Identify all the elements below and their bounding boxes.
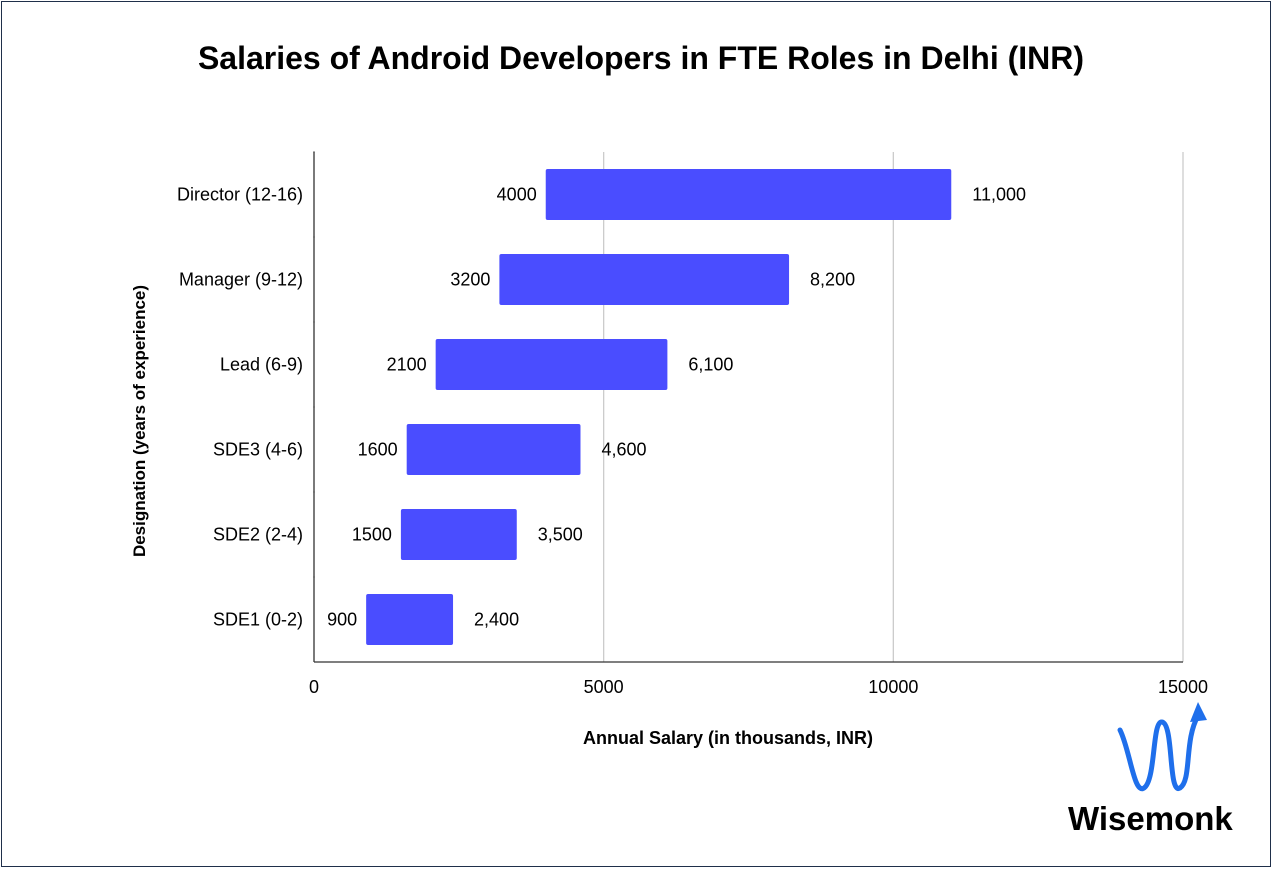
- y-axis-label: Designation (years of experience): [130, 284, 149, 558]
- axes: [313, 151, 1183, 663]
- salary-range-bar: [366, 594, 454, 645]
- x-tick-label: 0: [309, 677, 319, 697]
- high-value-label: 8,200: [810, 270, 855, 290]
- brand-name: Wisemonk: [1068, 800, 1233, 837]
- high-value-label: 11,000: [972, 185, 1026, 205]
- chart-title: Salaries of Android Developers in FTE Ro…: [197, 40, 1085, 76]
- high-value-label: 4,600: [601, 440, 646, 460]
- gridlines: [603, 152, 1184, 662]
- low-value-label: 1500: [352, 525, 392, 545]
- bars: [366, 169, 952, 645]
- low-value-label: 900: [327, 610, 357, 630]
- y-tick-label: Lead (6-9): [220, 355, 303, 375]
- salary-range-bar: [435, 339, 668, 390]
- high-value-label: 3,500: [538, 525, 583, 545]
- y-tick-label: SDE2 (2-4): [213, 525, 303, 545]
- salary-range-bar: [499, 254, 790, 305]
- x-tick-label: 10000: [868, 677, 918, 697]
- y-tick-label: Manager (9-12): [179, 270, 303, 290]
- salary-range-bar: [545, 169, 952, 220]
- wave-arrow-logo-icon: [1117, 702, 1207, 792]
- low-value-label: 2100: [387, 355, 427, 375]
- low-value-label: 3200: [450, 270, 490, 290]
- x-tick-label: 5000: [584, 677, 624, 697]
- y-tick-label: Director (12-16): [177, 185, 303, 205]
- x-axis-label: Annual Salary (in thousands, INR): [582, 728, 874, 748]
- x-tick-label: 15000: [1158, 677, 1208, 697]
- y-tick-label: SDE1 (0-2): [213, 610, 303, 630]
- high-value-label: 6,100: [688, 355, 733, 375]
- salary-range-bar: [400, 509, 517, 560]
- salary-range-bar: [406, 424, 581, 475]
- y-tick-label: SDE3 (4-6): [213, 440, 303, 460]
- high-value-label: 2,400: [474, 610, 519, 630]
- low-value-label: 1600: [358, 440, 398, 460]
- labels: 0 5000 10000 15000 Director (12-16) 4000 11,00…: [177, 185, 1208, 698]
- low-value-label: 4000: [497, 185, 537, 205]
